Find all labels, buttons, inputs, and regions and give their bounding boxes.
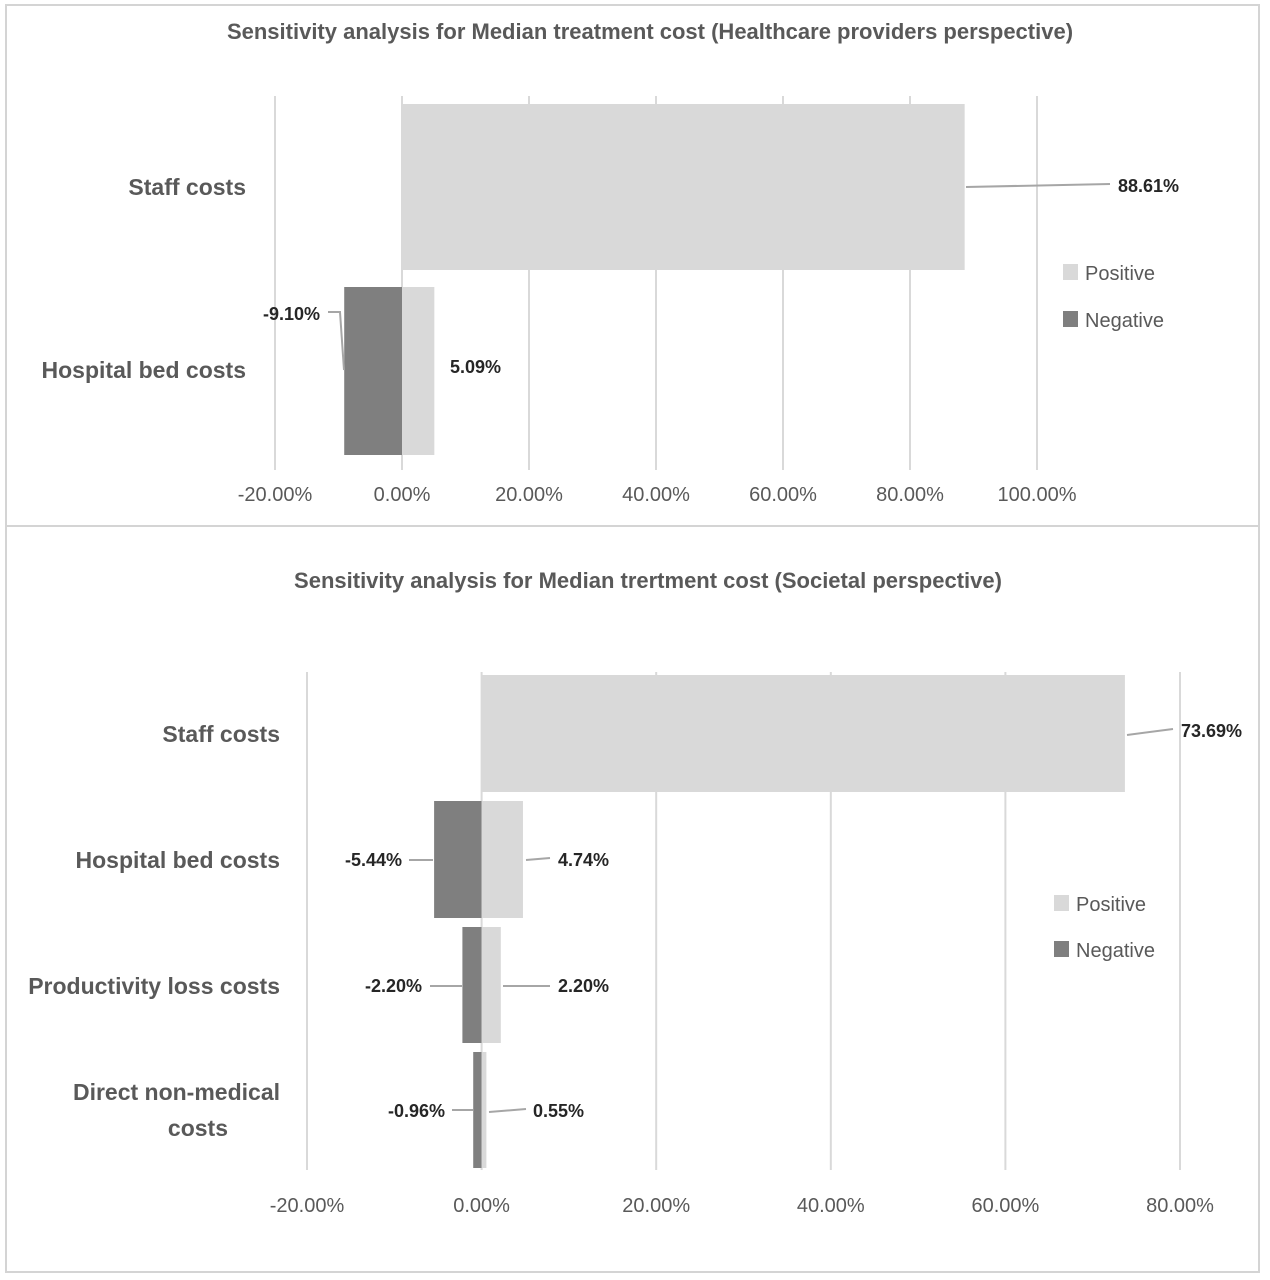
data-label-leader-line bbox=[488, 1108, 527, 1113]
category-label: Staff costs bbox=[128, 174, 246, 200]
negative-data-label: -5.44% bbox=[345, 850, 402, 870]
chart-marks-layer: -20.00% 0.00% 20.00% 40.00% 60.00% 80.00% 100.… bbox=[28, 96, 1242, 1217]
x-tick-label: 40.00% bbox=[622, 484, 690, 506]
x-tick-label: 80.00% bbox=[1146, 1195, 1214, 1217]
legend-swatch-positive bbox=[1054, 895, 1069, 911]
category-label: Hospital bed costs bbox=[76, 847, 280, 873]
x-tick-label: -20.00% bbox=[270, 1195, 345, 1217]
x-tick-label: 60.00% bbox=[971, 1195, 1039, 1217]
negative-bar bbox=[473, 1052, 482, 1168]
legend-swatch-positive bbox=[1063, 264, 1078, 280]
positive-bar bbox=[481, 927, 501, 1043]
category-label: Staff costs bbox=[162, 721, 280, 747]
legend-swatch-negative bbox=[1054, 941, 1069, 957]
legend-swatch-negative bbox=[1063, 311, 1078, 327]
chart-panel-societal bbox=[5, 525, 1260, 1273]
positive-data-label: 88.61% bbox=[1118, 176, 1179, 196]
data-label-leader-line bbox=[525, 857, 551, 861]
positive-bar bbox=[481, 801, 523, 918]
positive-bar bbox=[402, 287, 435, 455]
category-label: Direct non-medical costs bbox=[73, 1079, 280, 1141]
negative-bar bbox=[462, 927, 482, 1043]
data-label-leader-line bbox=[965, 183, 1111, 188]
chart-title-societal: Sensitivity analysis for Median trertmen… bbox=[294, 568, 1002, 593]
positive-bar bbox=[481, 1052, 487, 1168]
category-label: Productivity loss costs bbox=[28, 973, 280, 999]
x-tick-label: 60.00% bbox=[749, 484, 817, 506]
legend-label-positive: Positive bbox=[1076, 894, 1146, 916]
x-tick-label: 100.00% bbox=[998, 484, 1077, 506]
legend-label-negative: Negative bbox=[1085, 310, 1164, 332]
x-tick-label: 40.00% bbox=[797, 1195, 865, 1217]
negative-bar bbox=[344, 287, 402, 455]
legend-label-negative: Negative bbox=[1076, 940, 1155, 962]
positive-data-label: 73.69% bbox=[1181, 721, 1242, 741]
legend-label-positive: Positive bbox=[1085, 263, 1155, 285]
positive-data-label: 4.74% bbox=[558, 850, 609, 870]
negative-bar bbox=[434, 801, 482, 918]
data-label-leader-line bbox=[1126, 728, 1174, 736]
negative-data-label: -9.10% bbox=[263, 304, 320, 324]
x-tick-label: 20.00% bbox=[495, 484, 563, 506]
x-tick-label: -20.00% bbox=[238, 484, 313, 506]
positive-bar bbox=[402, 104, 965, 270]
positive-data-label: 2.20% bbox=[558, 976, 609, 996]
data-label-leader-line bbox=[328, 311, 345, 371]
chart-title-healthcare: Sensitivity analysis for Median treatmen… bbox=[227, 19, 1073, 44]
category-label: Hospital bed costs bbox=[42, 357, 246, 383]
x-tick-label: 0.00% bbox=[453, 1195, 510, 1217]
x-tick-label: 20.00% bbox=[622, 1195, 690, 1217]
x-tick-label: 80.00% bbox=[876, 484, 944, 506]
positive-data-label: 5.09% bbox=[450, 357, 501, 377]
negative-data-label: -0.96% bbox=[388, 1101, 445, 1121]
positive-bar bbox=[481, 675, 1125, 792]
negative-data-label: -2.20% bbox=[365, 976, 422, 996]
x-tick-label: 0.00% bbox=[374, 484, 431, 506]
positive-data-label: 0.55% bbox=[533, 1101, 584, 1121]
